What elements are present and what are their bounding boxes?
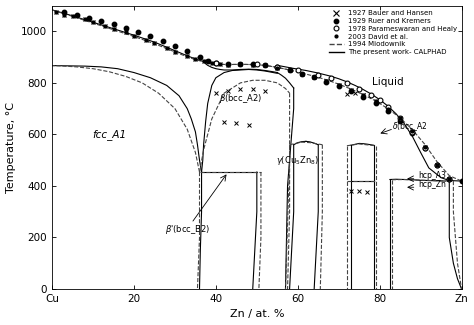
- Text: $\delta$(bcc_A2: $\delta$(bcc_A2: [392, 120, 428, 133]
- Text: fcc_A1: fcc_A1: [92, 129, 127, 140]
- Text: $\beta$'(bcc_B2): $\beta$'(bcc_B2): [164, 223, 210, 236]
- Legend: 1927 Bauer and Hansen, 1929 Ruer and Kremers, 1978 Parameswaran and Healy, 2003 : 1927 Bauer and Hansen, 1929 Ruer and Kre…: [328, 9, 458, 57]
- Y-axis label: Temperature, °C: Temperature, °C: [6, 102, 16, 193]
- Text: Liquid: Liquid: [372, 77, 404, 87]
- Text: hcp_Zn: hcp_Zn: [419, 180, 447, 189]
- X-axis label: Zn / at. %: Zn / at. %: [229, 309, 284, 319]
- Text: $\gamma$(Cu$_5$Zn$_8$): $\gamma$(Cu$_5$Zn$_8$): [276, 154, 319, 167]
- Text: $\beta$(bcc_A2): $\beta$(bcc_A2): [219, 92, 262, 105]
- Text: hcp_A3: hcp_A3: [419, 171, 447, 180]
